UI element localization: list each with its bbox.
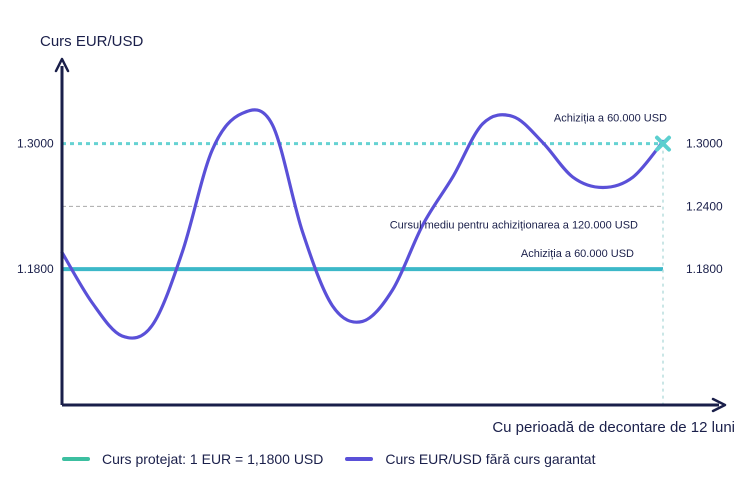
- annotation-purchase-2: Achiziția a 60.000 USD: [521, 248, 634, 260]
- y-axis-arrow: [54, 57, 70, 73]
- y-tick-right-1-1800: 1.1800: [686, 262, 723, 276]
- eurusd-chart: Curs EUR/USD Cu perioadă de decontare de …: [17, 33, 735, 436]
- series-line-market-rate: [60, 108, 665, 340]
- legend-swatch-protected: [62, 457, 90, 461]
- y-axis-title: Curs EUR/USD: [40, 33, 144, 50]
- annotation-purchase-1: Achiziția a 60.000 USD: [554, 113, 667, 125]
- y-tick-right-1-3000: 1.3000: [686, 137, 723, 151]
- end-marker-x: [655, 135, 671, 152]
- legend-swatch-market: [345, 457, 374, 461]
- y-tick-right-1-2400: 1.2400: [686, 199, 723, 213]
- legend-item-protected-rate: Curs protejat: 1 EUR = 1,1800 USD: [62, 451, 323, 467]
- legend-label-protected: Curs protejat: 1 EUR = 1,1800 USD: [102, 451, 324, 467]
- y-tick-left-1-3000: 1.3000: [17, 137, 54, 151]
- annotation-average-rate: Cursul mediu pentru achiziționarea a 120…: [390, 219, 638, 231]
- y-tick-left-1-1800: 1.1800: [17, 262, 54, 276]
- legend-item-market-rate: Curs EUR/USD fără curs garantat: [345, 451, 595, 467]
- x-axis-title: Cu perioadă de decontare de 12 luni: [492, 419, 735, 436]
- x-axis-arrow: [711, 397, 727, 413]
- chart-legend: Curs protejat: 1 EUR = 1,1800 USD Curs E…: [62, 451, 617, 467]
- legend-label-market: Curs EUR/USD fără curs garantat: [385, 451, 596, 467]
